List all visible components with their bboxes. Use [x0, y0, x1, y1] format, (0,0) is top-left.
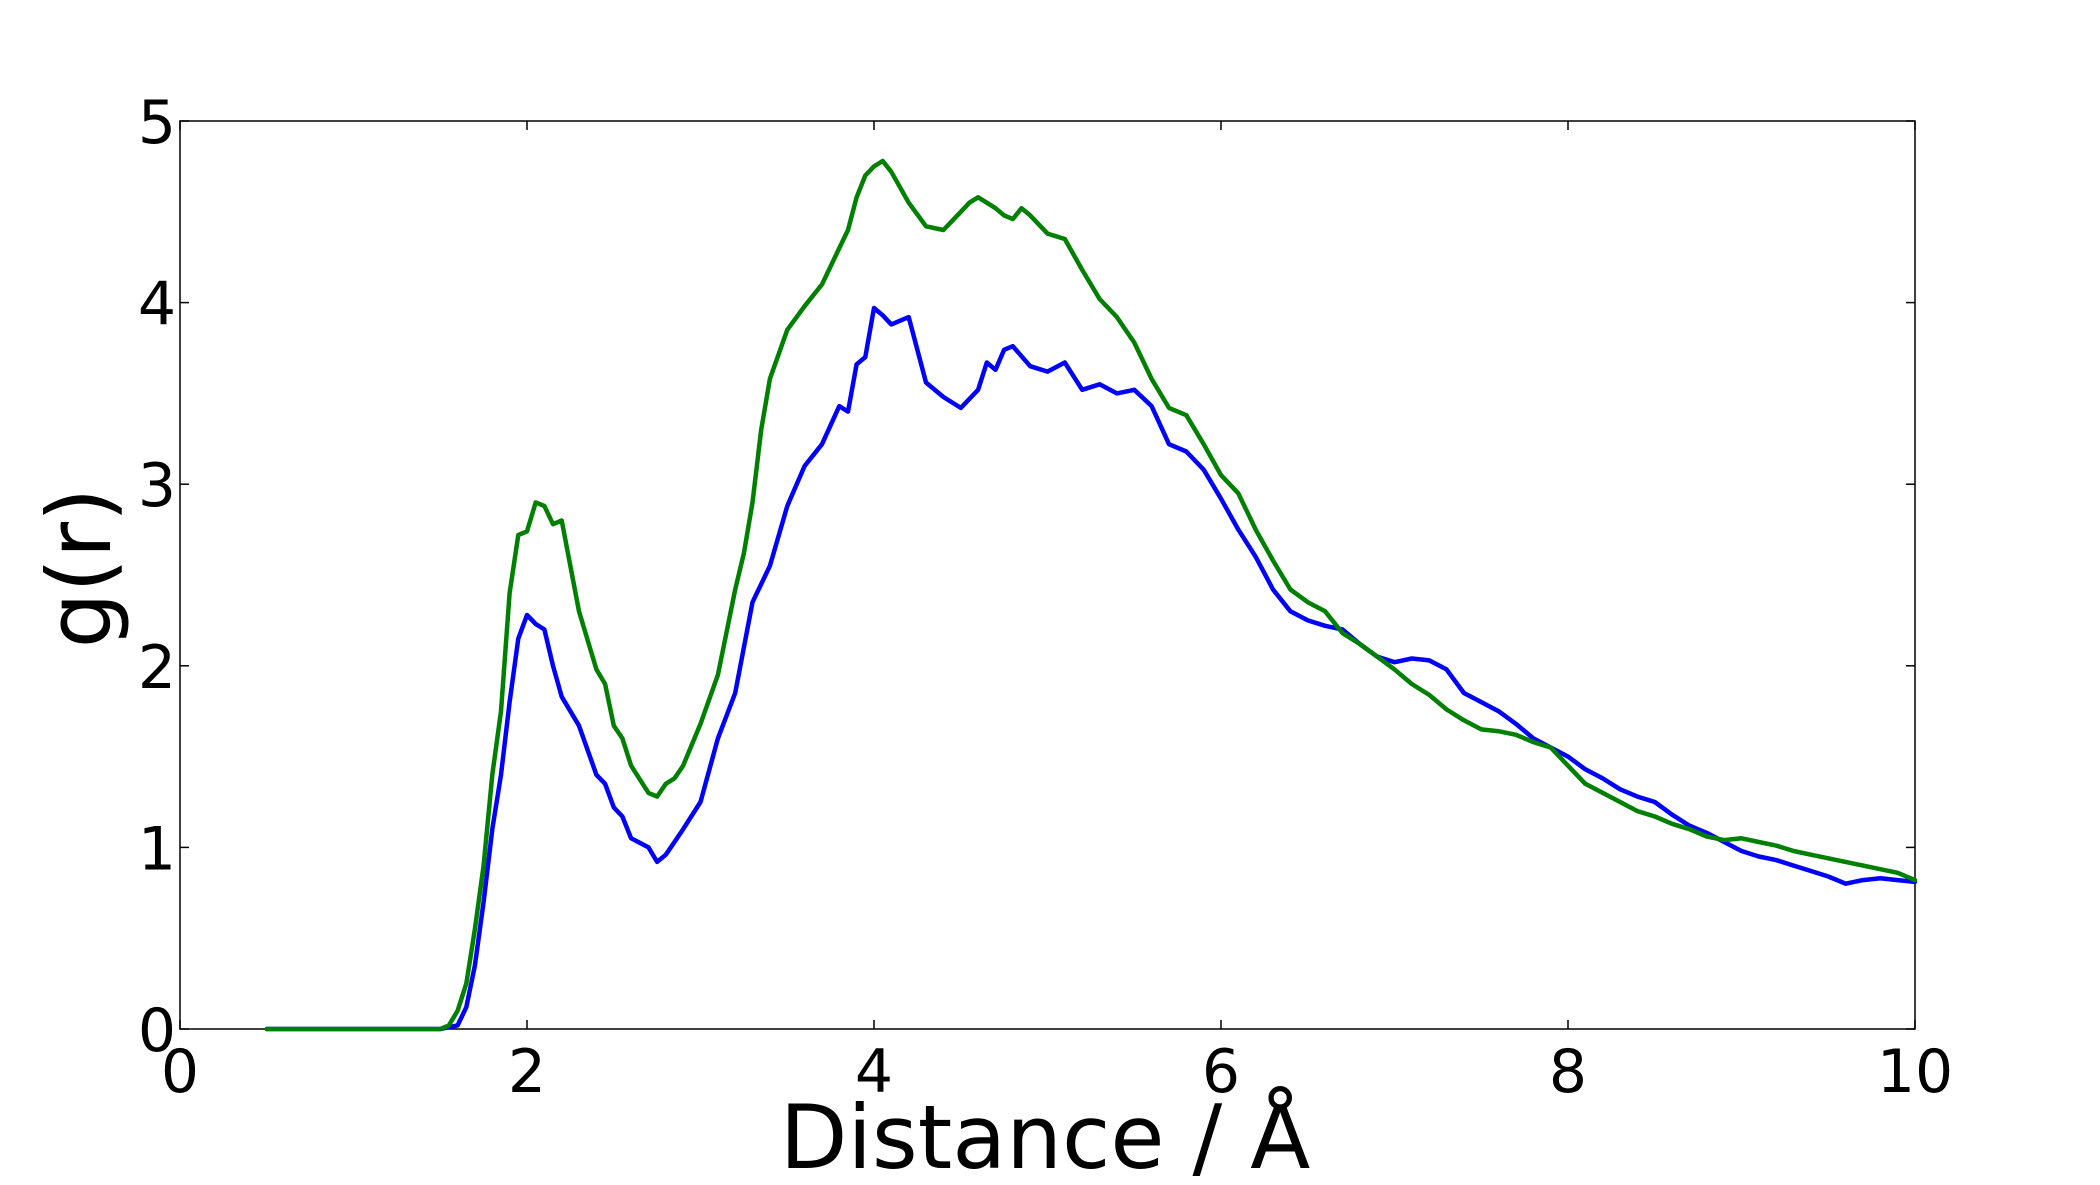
- series-line-1: [264, 305, 1918, 1032]
- y-tick-label: 2: [138, 633, 176, 703]
- plot-area: [179, 120, 1916, 1030]
- y-axis-label: g(r): [28, 488, 131, 649]
- series-line-2: [264, 158, 1918, 1032]
- x-tick-label: 4: [855, 1037, 893, 1107]
- x-tick-label: 8: [1549, 1037, 1587, 1107]
- y-tick-label: 1: [138, 814, 176, 884]
- plot-frame: [179, 120, 1916, 1030]
- x-tick-label: 0: [161, 1037, 199, 1107]
- x-tick-label: 2: [508, 1037, 546, 1107]
- y-tick-label: 0: [138, 996, 176, 1066]
- x-tick-label: 10: [1877, 1037, 1953, 1107]
- tick-labels-layer: 0 2 4 6 8 10 0 1 2 3 4 5: [138, 88, 1953, 1107]
- ticks-layer: [179, 120, 1916, 1030]
- series-layer: [264, 158, 1918, 1032]
- x-axis-label: Distance / Å: [780, 1086, 1311, 1185]
- y-tick-label: 3: [138, 451, 176, 521]
- y-tick-label: 4: [138, 270, 176, 340]
- y-tick-label: 5: [138, 88, 176, 158]
- x-tick-label: 6: [1202, 1037, 1240, 1107]
